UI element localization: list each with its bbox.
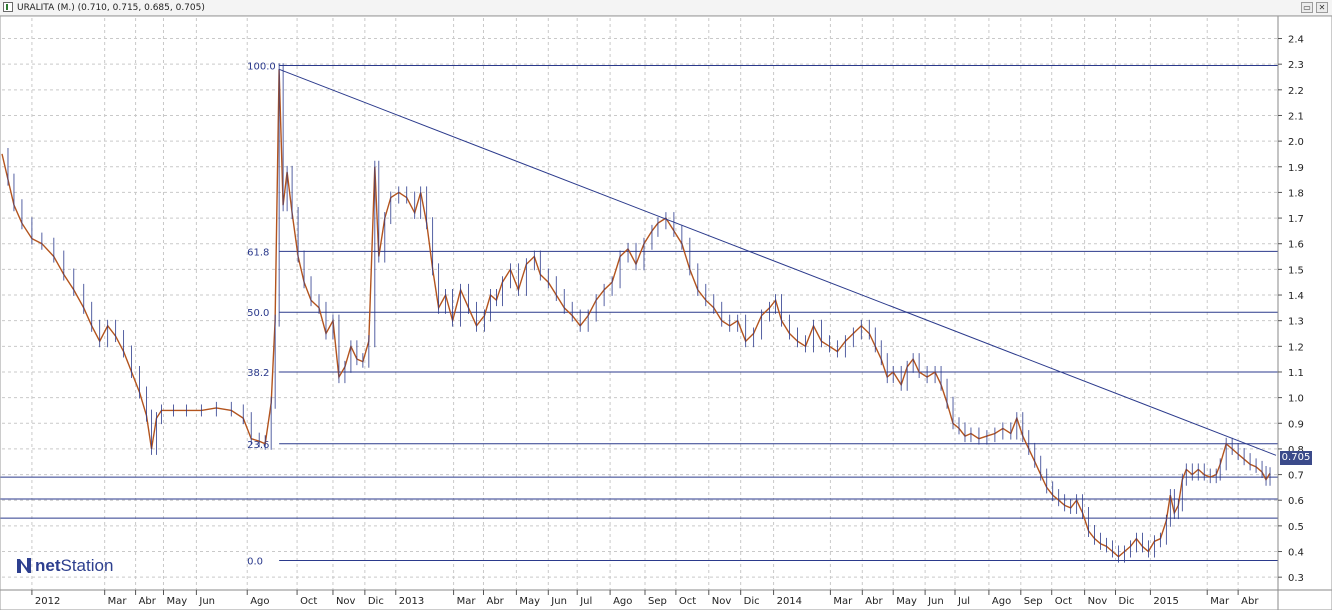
y-tick-label: 1.5 [1288,265,1304,276]
x-tick-label: Ago [992,596,1011,607]
y-tick-label: 1.7 [1288,214,1304,225]
logo-text-rest: Station [60,556,114,575]
trendline [278,68,1277,456]
x-tick-label: Mar [1210,596,1230,607]
x-tick-label: 2013 [399,596,424,607]
y-tick-label: 0.9 [1288,419,1304,430]
x-tick-label: Abr [139,596,157,607]
x-tick-label: Nov [712,596,732,607]
x-tick-label: Jun [927,596,944,607]
price-series [1,63,1271,563]
x-tick-label: Sep [648,596,667,607]
x-tick-label: Sep [1024,596,1043,607]
logo-text: netStation [35,556,113,576]
y-tick-label: 1.9 [1288,163,1304,174]
chart-window-icon [3,2,13,12]
x-axis: 2012 Mar Abr May Jun Ago Oct Nov Dic 2013 Mar Abr Ma… [0,589,1332,607]
window-titlebar: URALITA (M.) (0.710, 0.715, 0.685, 0.705… [0,0,1332,16]
y-tick-label: 1.8 [1288,188,1304,199]
x-tick-label: Oct [300,596,317,607]
fib-level-label: 0.0 [247,557,263,568]
fib-level-label: 23.6 [247,440,269,451]
price-chart[interactable]: 100.0 61.8 50.0 38.2 23.6 0.0 0.3 0.4 0.5 0.6 0.7… [0,16,1332,610]
y-tick-label: 1.2 [1288,342,1304,353]
y-tick-label: 1.4 [1288,291,1304,302]
chart-border [0,16,1332,610]
close-button[interactable]: ✕ [1316,2,1328,13]
downtrend-line [278,68,1277,456]
x-tick-label: Jun [550,596,567,607]
x-tick-label: Mar [457,596,477,607]
y-tick-label: 2.1 [1288,111,1304,122]
y-tick-label: 0.5 [1288,522,1304,533]
x-tick-label: May [519,596,540,607]
x-tick-label: Oct [679,596,696,607]
y-tick-label: 0.3 [1288,573,1304,584]
restore-button[interactable]: ▭ [1301,2,1313,13]
x-tick-label: May [166,596,187,607]
y-tick-label: 2.4 [1288,35,1304,46]
netstation-logo-icon [17,558,31,573]
fib-level-label: 100.0 [247,61,276,72]
window-title: URALITA (M.) (0.710, 0.715, 0.685, 0.705… [17,3,205,13]
fib-level-label: 38.2 [247,368,269,379]
x-tick-label: 2014 [777,596,802,607]
horizontal-lines [0,476,1278,519]
y-tick-label: 0.6 [1288,496,1304,507]
x-tick-label: Mar [108,596,128,607]
x-tick-label: Jul [579,596,592,607]
x-tick-label: Abr [1241,596,1259,607]
y-tick-label: 2.0 [1288,137,1304,148]
fib-level-label: 50.0 [247,308,269,319]
x-tick-label: Oct [1055,596,1072,607]
x-tick-label: Nov [336,596,356,607]
y-tick-label: 0.4 [1288,548,1304,559]
fib-level-label: 61.8 [247,247,269,258]
x-tick-label: Dic [1119,596,1135,607]
y-tick-label: 0.8 [1288,445,1304,456]
y-tick-label: 1.1 [1288,368,1304,379]
y-axis: 0.3 0.4 0.5 0.6 0.7 0.8 0.9 1.0 1.1 1.2 1.3 1.4 1.5 1… [1277,16,1304,610]
logo-text-bold: net [35,556,61,575]
x-tick-label: Ago [613,596,632,607]
x-tick-label: Ago [250,596,269,607]
chart-grid [2,18,1278,590]
current-price-tag: 0.705 [1280,451,1312,465]
x-tick-label: Dic [744,596,760,607]
y-tick-label: 0.7 [1288,471,1304,482]
x-tick-label: 2015 [1153,596,1178,607]
x-tick-label: Jul [957,596,970,607]
y-tick-label: 2.3 [1288,60,1304,71]
y-tick-label: 1.3 [1288,317,1304,328]
x-tick-label: Nov [1088,596,1108,607]
x-tick-label: Jun [198,596,215,607]
x-tick-label: 2012 [35,596,60,607]
x-tick-label: Abr [865,596,883,607]
price-line [1,69,1271,558]
y-tick-label: 1.6 [1288,240,1304,251]
y-tick-label: 1.0 [1288,394,1304,405]
x-tick-label: Mar [833,596,853,607]
x-tick-label: Abr [486,596,504,607]
x-tick-label: Dic [368,596,384,607]
y-tick-label: 2.2 [1288,86,1304,97]
x-tick-label: May [896,596,917,607]
